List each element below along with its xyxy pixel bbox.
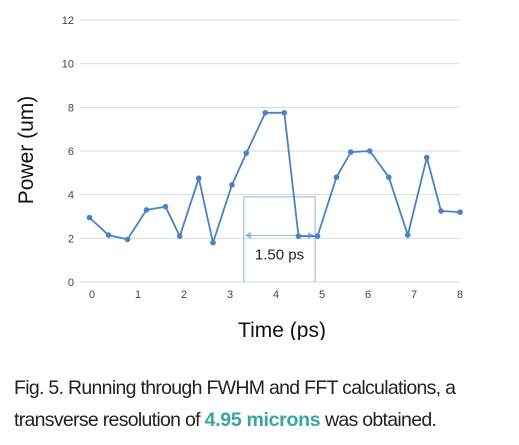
caption-text-2: and xyxy=(264,377,305,399)
data-point xyxy=(86,214,93,221)
y-tick-labels: 0 2 4 6 8 10 12 xyxy=(62,15,74,289)
data-point xyxy=(457,209,463,215)
x-axis-label: Time (ps) xyxy=(238,319,326,340)
caption-fft: FFT xyxy=(304,377,338,399)
data-point xyxy=(314,233,321,239)
data-point xyxy=(333,174,340,180)
x-tick-label: 5 xyxy=(319,289,325,301)
caption-text-1: Running through xyxy=(63,377,207,399)
y-tick-label: 12 xyxy=(62,15,74,27)
caption-text-3: calculations, a transverse resolution of xyxy=(14,377,456,431)
data-point xyxy=(162,203,169,210)
x-tick-labels: 0 1 2 3 4 5 6 7 8 xyxy=(89,289,463,301)
data-point xyxy=(281,109,288,116)
data-point xyxy=(195,175,202,182)
annotation: 1.50 ps xyxy=(243,196,316,282)
y-tick-label: 6 xyxy=(68,146,74,158)
annotation-label: 1.50 ps xyxy=(255,246,304,263)
y-tick-label: 0 xyxy=(68,277,74,289)
annotation-arrowhead-left xyxy=(244,231,251,239)
data-point xyxy=(176,233,183,239)
data-point xyxy=(262,109,269,116)
data-point xyxy=(438,208,444,214)
data-point xyxy=(404,232,411,238)
x-tick-label: 6 xyxy=(365,289,371,301)
y-axis-label: Power (um) xyxy=(15,96,38,205)
x-tick-label: 7 xyxy=(411,289,417,301)
x-tick-label: 2 xyxy=(181,289,187,301)
data-point xyxy=(423,154,430,161)
caption-fig-label: Fig. 5. xyxy=(14,377,64,399)
x-tick-label: 4 xyxy=(273,289,279,301)
data-point xyxy=(366,148,373,154)
x-tick-label: 3 xyxy=(227,289,233,301)
caption-text-4: was obtained. xyxy=(320,409,437,431)
caption-highlight: 4.95 microns xyxy=(204,409,321,431)
data-point xyxy=(243,150,250,156)
gridlines xyxy=(80,19,460,283)
x-tick-label: 8 xyxy=(457,289,463,301)
data-point xyxy=(105,232,112,238)
y-tick-label: 10 xyxy=(62,59,74,71)
y-tick-label: 2 xyxy=(68,233,74,245)
data-point xyxy=(229,182,235,188)
y-tick-label: 8 xyxy=(68,102,74,114)
data-point xyxy=(295,233,302,239)
data-point xyxy=(143,207,150,213)
caption-fwhm: FWHM xyxy=(206,377,265,399)
data-point xyxy=(124,236,131,243)
data-point xyxy=(385,174,392,180)
figure-caption: Fig. 5. Running through FWHM and FFT cal… xyxy=(14,372,514,436)
x-tick-label: 0 xyxy=(89,289,95,301)
data-point xyxy=(347,149,354,155)
series xyxy=(86,109,463,246)
x-tick-label: 1 xyxy=(135,289,141,301)
data-point xyxy=(210,239,216,246)
series-line xyxy=(88,111,461,244)
y-tick-label: 4 xyxy=(68,190,74,202)
